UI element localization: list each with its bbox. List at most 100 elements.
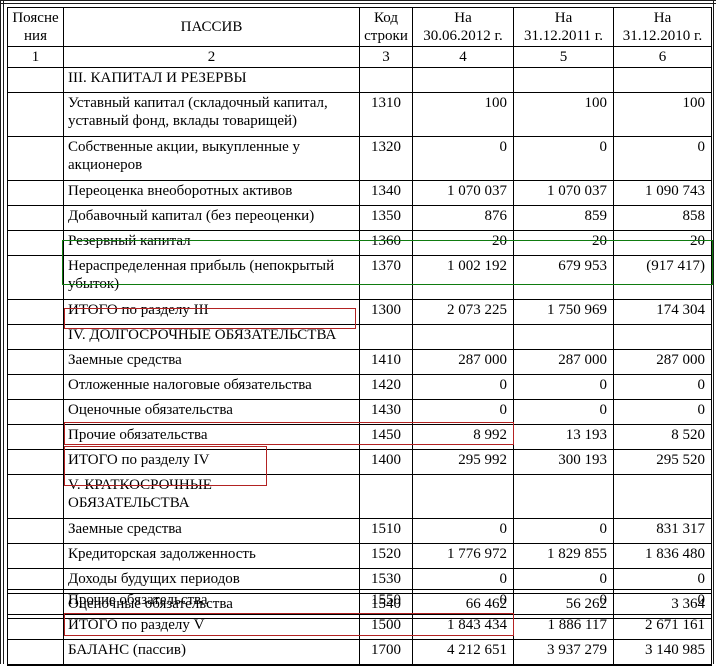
value-2011-cell: 100 — [513, 92, 614, 137]
code-cell: 1350 — [359, 205, 413, 231]
label-cell: БАЛАНС (пассив) — [63, 639, 360, 666]
table-row: Оценочные обязательства 1430 0 0 0 — [7, 399, 712, 425]
code-cell — [359, 324, 413, 350]
value-2010-cell: 1 090 743 — [613, 180, 712, 206]
code-cell: 1300 — [359, 299, 413, 325]
label-line: V. КРАТКОСРОЧНЫЕ — [68, 477, 212, 493]
value-2011-cell — [513, 324, 614, 350]
column-number: 6 — [613, 46, 712, 68]
value-2011-cell: 0 — [513, 399, 614, 425]
table-row: Нераспределенная прибыль (непокрытый убы… — [7, 255, 712, 300]
label-cell: Резервный капитал — [63, 230, 360, 256]
table-row: БАЛАНС (пассив) 1700 4 212 651 3 937 279 3 1… — [7, 639, 712, 666]
value-2010-cell: (917 417) — [613, 255, 712, 300]
label-cell: Отложенные налоговые обязательства — [63, 374, 360, 400]
explanations-cell — [7, 474, 64, 519]
value-2010-cell: 295 520 — [613, 449, 712, 475]
value-2010-cell: 0 — [613, 399, 712, 425]
value-2012-cell: 1 002 192 — [412, 255, 514, 300]
table-row: Резервный капитал 1360 20 20 20 — [7, 230, 712, 256]
page-border-right — [713, 0, 714, 664]
value-2012-cell: 8 992 — [412, 424, 514, 450]
label-cell: Собственные акции, выкупленные у акционе… — [63, 136, 360, 181]
page-border-top-inner — [0, 3, 716, 4]
value-2012-cell: 0 — [412, 374, 514, 400]
value-2012-cell — [412, 324, 514, 350]
value-2012-cell: 0 — [412, 589, 514, 615]
code-cell: 1420 — [359, 374, 413, 400]
value-2012-cell: 0 — [412, 136, 514, 181]
label-cell: V. КРАТКОСРОЧНЫЕ ОБЯЗАТЕЛЬСТВА — [63, 474, 360, 519]
column-number: 1 — [7, 46, 64, 68]
label-cell: ИТОГО по разделу IV — [63, 449, 360, 475]
explanations-cell — [7, 180, 64, 206]
label-cell: Уставный капитал (складочный капитал, ус… — [63, 92, 360, 137]
code-cell — [359, 474, 413, 519]
code-cell: 1520 — [359, 543, 413, 569]
column-number: 5 — [513, 46, 614, 68]
value-2011-cell: 859 — [513, 205, 614, 231]
value-2011-cell: 3 937 279 — [513, 639, 614, 666]
value-2012-cell: 1 070 037 — [412, 180, 514, 206]
explanations-cell — [7, 589, 64, 615]
explanations-cell — [7, 205, 64, 231]
value-2010-cell: 1 836 480 — [613, 543, 712, 569]
balance-sheet-table-lower: Прочие обязательства 1550 0 0 0 ИТОГО по разд… — [7, 589, 712, 666]
code-cell: 1510 — [359, 518, 413, 544]
code-cell: 1360 — [359, 230, 413, 256]
code-cell: 1410 — [359, 349, 413, 375]
explanations-cell — [7, 136, 64, 181]
explanations-cell — [7, 449, 64, 475]
label-cell: Заемные средства — [63, 349, 360, 375]
code-cell: 1700 — [359, 639, 413, 666]
explanations-cell — [7, 614, 64, 640]
table-row: Отложенные налоговые обязательства 1420 0 0… — [7, 374, 712, 400]
value-2010-cell: 287 000 — [613, 349, 712, 375]
value-2010-cell: 3 140 985 — [613, 639, 712, 666]
col-header-date-2012: На 30.06.2012 г. — [412, 7, 514, 47]
table-row: Переоценка внеоборотных активов 1340 1 070… — [7, 180, 712, 206]
value-2010-cell — [613, 324, 712, 350]
value-2012-cell — [412, 67, 514, 93]
value-2011-cell — [513, 474, 614, 519]
table-row: Уставный капитал (складочный капитал, ус… — [7, 92, 712, 137]
explanations-cell — [7, 639, 64, 666]
value-2010-cell: 858 — [613, 205, 712, 231]
code-cell: 1550 — [359, 589, 413, 615]
date-value: 31.12.2011 г. — [524, 28, 603, 44]
explanations-cell — [7, 424, 64, 450]
value-2012-cell: 1 776 972 — [412, 543, 514, 569]
table-row: ИТОГО по разделу III 1300 2 073 225 1 750 9… — [7, 299, 712, 325]
code-cell: 1450 — [359, 424, 413, 450]
explanations-cell — [7, 543, 64, 569]
value-2011-cell: 0 — [513, 589, 614, 615]
value-2012-cell: 4 212 651 — [412, 639, 514, 666]
table-row: Прочие обязательства 1450 8 992 13 193 8 520 — [7, 424, 712, 450]
label-cell: ИТОГО по разделу V — [63, 614, 360, 640]
label-cell: III. КАПИТАЛ И РЕЗЕРВЫ — [63, 67, 360, 93]
code-cell: 1320 — [359, 136, 413, 181]
value-2011-cell: 13 193 — [513, 424, 614, 450]
label-cell: Нераспределенная прибыль (непокрытый убы… — [63, 255, 360, 300]
explanations-cell — [7, 324, 64, 350]
table-row: Собственные акции, выкупленные у акционе… — [7, 136, 712, 181]
table-row: Кредиторская задолженность 1520 1 776 972 1… — [7, 543, 712, 569]
explanations-cell — [7, 374, 64, 400]
explanations-cell — [7, 349, 64, 375]
value-2010-cell — [613, 67, 712, 93]
label-cell: Прочие обязательства — [63, 589, 360, 615]
value-2010-cell: 831 317 — [613, 518, 712, 544]
page-border-top-outer — [0, 0, 716, 1]
col-header-code-line2: строки — [364, 28, 408, 44]
column-numbers-row: 1 2 3 4 5 6 — [7, 46, 712, 68]
value-2010-cell: 8 520 — [613, 424, 712, 450]
label-line: ОБЯЗАТЕЛЬСТВА — [68, 495, 190, 511]
table-row: III. КАПИТАЛ И РЕЗЕРВЫ — [7, 67, 712, 93]
value-2012-cell: 876 — [412, 205, 514, 231]
value-2011-cell: 1 750 969 — [513, 299, 614, 325]
value-2011-cell: 1 070 037 — [513, 180, 614, 206]
table-row: ИТОГО по разделу IV 1400 295 992 300 193 295… — [7, 449, 712, 475]
table-row: ИТОГО по разделу V 1500 1 843 434 1 886 117… — [7, 614, 712, 640]
table-row: IV. ДОЛГОСРОЧНЫЕ ОБЯЗАТЕЛЬСТВА — [7, 324, 712, 350]
date-prefix: На — [653, 10, 672, 26]
